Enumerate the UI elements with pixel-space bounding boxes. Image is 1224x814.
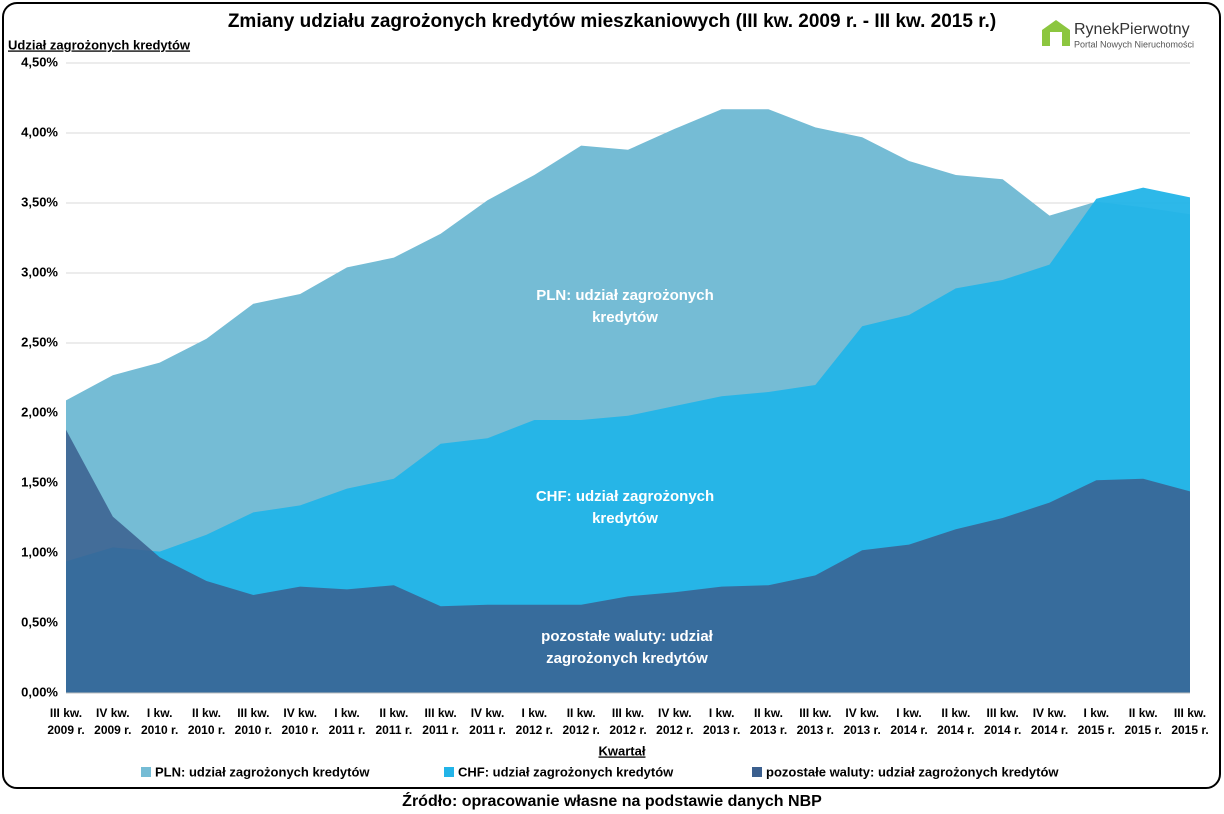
x-tick-label: III kw. 2009 r. bbox=[47, 706, 85, 737]
x-tick-label: IV kw. 2010 r. bbox=[281, 706, 319, 737]
area-label: CHF: udział zagrożonych kredytów bbox=[535, 488, 715, 527]
x-tick-label: I kw. 2011 r. bbox=[328, 706, 366, 737]
x-tick-label: II kw. 2015 r. bbox=[1124, 706, 1162, 737]
y-tick-label: 4,00% bbox=[21, 124, 58, 139]
logo-tagline: Portal Nowych Nieruchomości bbox=[1074, 39, 1194, 49]
x-tick-label: III kw. 2014 r. bbox=[983, 706, 1022, 737]
y-tick-label: 3,00% bbox=[21, 264, 58, 279]
x-axis-title: Kwartał bbox=[599, 743, 646, 758]
logo-name: RynekPierwotny bbox=[1074, 21, 1190, 38]
y-tick-label: 4,50% bbox=[21, 54, 58, 69]
x-tick-label: II kw. 2012 r. bbox=[562, 706, 600, 737]
y-tick-label: 1,00% bbox=[21, 544, 58, 559]
legend-label: CHF: udział zagrożonych kredytów bbox=[458, 764, 674, 779]
x-tick-label: IV kw. 2013 r. bbox=[843, 706, 881, 737]
x-tick-label: III kw. 2011 r. bbox=[422, 706, 460, 737]
source: Źródło: opracowanie własne na podstawie … bbox=[402, 791, 822, 810]
x-tick-label: III kw. 2015 r. bbox=[1171, 706, 1209, 737]
x-tick-label: II kw. 2013 r. bbox=[749, 706, 788, 737]
x-tick-label: II kw. 2010 r. bbox=[187, 706, 226, 737]
x-tick-label: II kw. 2011 r. bbox=[375, 706, 413, 737]
legend-label: PLN: udział zagrożonych kredytów bbox=[155, 764, 370, 779]
x-tick-label: IV kw. 2009 r. bbox=[94, 706, 132, 737]
logo-door bbox=[1050, 32, 1062, 46]
area-label: pozostałe waluty: udział zagrożonych kre… bbox=[541, 628, 713, 667]
x-tick-label: I kw. 2012 r. bbox=[515, 706, 554, 737]
x-tick-label: I kw. 2014 r. bbox=[890, 706, 928, 737]
area-label: PLN: udział zagrożonych kredytów bbox=[536, 287, 714, 326]
x-tick-label: IV kw. 2012 r. bbox=[656, 706, 694, 737]
y-tick-label: 1,50% bbox=[21, 474, 58, 489]
legend-swatch bbox=[141, 767, 151, 777]
x-tick-label: III kw. 2013 r. bbox=[796, 706, 835, 737]
x-tick-label: I kw. 2015 r. bbox=[1077, 706, 1116, 737]
x-tick-label: I kw. 2010 r. bbox=[140, 706, 179, 737]
legend-label: pozostałe waluty: udział zagrożonych kre… bbox=[766, 764, 1059, 779]
y-axis-title: Udział zagrożonych kredytów bbox=[8, 37, 191, 52]
x-tick-label: IV kw. 2014 r. bbox=[1030, 706, 1069, 737]
chart-title: Zmiany udziału zagrożonych kredytów mies… bbox=[228, 11, 996, 32]
y-tick-label: 3,50% bbox=[21, 194, 58, 209]
y-tick-label: 2,50% bbox=[21, 334, 58, 349]
y-tick-label: 0,00% bbox=[21, 684, 58, 699]
area bbox=[66, 429, 1190, 693]
x-tick-label: III kw. 2012 r. bbox=[609, 706, 647, 737]
x-tick-label: III kw. 2010 r. bbox=[234, 706, 273, 737]
legend-swatch bbox=[752, 767, 762, 777]
y-tick-label: 0,50% bbox=[21, 614, 58, 629]
legend-swatch bbox=[444, 767, 454, 777]
x-tick-label: IV kw. 2011 r. bbox=[469, 706, 506, 737]
logo: RynekPierwotny Portal Nowych Nieruchomoś… bbox=[1042, 20, 1194, 49]
x-tick-label: II kw. 2014 r. bbox=[937, 706, 975, 737]
y-tick-label: 2,00% bbox=[21, 404, 58, 419]
x-tick-label: I kw. 2013 r. bbox=[702, 706, 741, 737]
